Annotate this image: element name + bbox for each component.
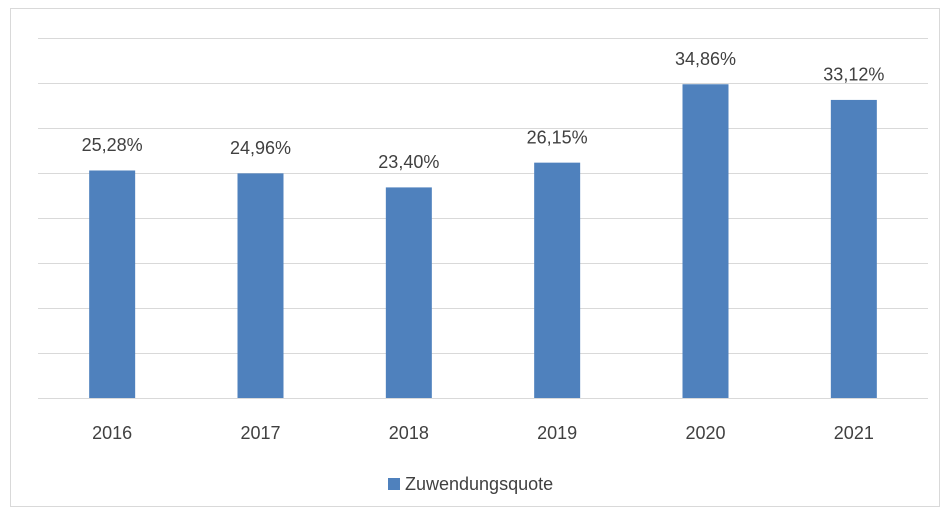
legend-swatch [388, 478, 400, 490]
x-tick-label: 2018 [389, 423, 429, 443]
x-tick-label: 2020 [685, 423, 725, 443]
legend-label: Zuwendungsquote [405, 474, 553, 494]
x-tick-label: 2016 [92, 423, 132, 443]
bar [237, 173, 284, 398]
data-label: 24,96% [230, 138, 291, 158]
x-tick-label: 2021 [834, 423, 874, 443]
data-label: 34,86% [675, 49, 736, 69]
bar [385, 187, 432, 398]
data-label: 23,40% [378, 152, 439, 172]
bar [682, 84, 729, 398]
x-tick-label: 2019 [537, 423, 577, 443]
data-label: 33,12% [823, 65, 884, 85]
data-label: 25,28% [82, 135, 143, 155]
x-tick-label: 2017 [240, 423, 280, 443]
data-label: 26,15% [527, 127, 588, 147]
bar [830, 99, 877, 399]
bar [89, 170, 136, 398]
bar [534, 162, 581, 398]
chart-border [10, 8, 940, 507]
